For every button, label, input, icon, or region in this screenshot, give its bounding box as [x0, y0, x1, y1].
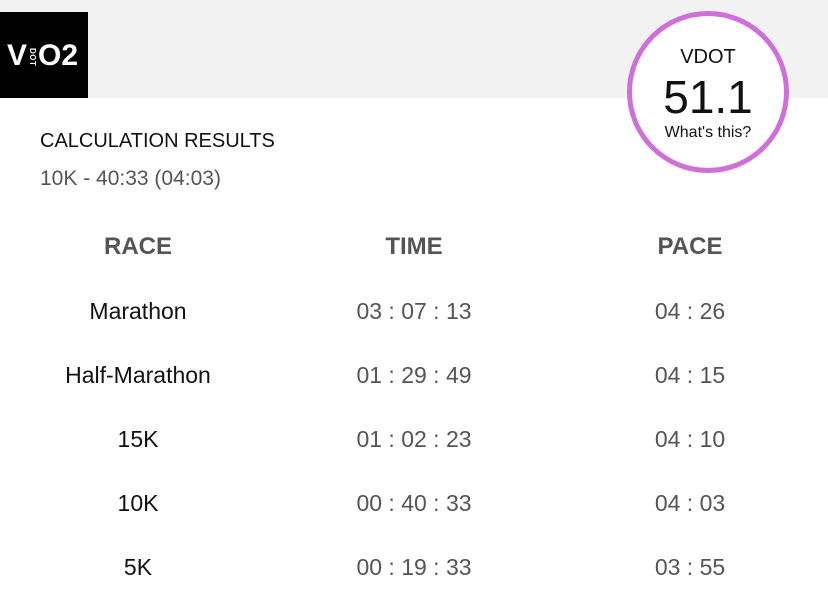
- race-time: 00 : 19 : 33: [356, 554, 472, 580]
- race-name: Marathon: [89, 298, 187, 324]
- vdot-link[interactable]: What's this?: [664, 124, 752, 141]
- logo-dot: DOT: [28, 48, 37, 67]
- race-pace: 04 : 26: [654, 298, 726, 324]
- vdot-badge: VDOT 51.1 What's this?: [627, 11, 789, 173]
- race-pace: 03 : 55: [654, 554, 726, 580]
- race-name: 15K: [117, 426, 159, 452]
- race-name: 5K: [123, 554, 153, 580]
- logo-v: V: [7, 39, 28, 72]
- race-pace: 04 : 15: [654, 362, 726, 388]
- race-pace: 04 : 03: [654, 490, 726, 516]
- race-name: Half-Marathon: [65, 362, 211, 388]
- race-time: 03 : 07 : 13: [356, 298, 472, 324]
- results-title: CALCULATION RESULTS: [40, 130, 275, 152]
- results-subtitle: 10K - 40:33 (04:03): [40, 167, 221, 190]
- vdot-value: 51.1: [663, 71, 753, 123]
- race-time: 01 : 29 : 49: [356, 362, 472, 388]
- race-name: 10K: [117, 490, 159, 516]
- logo-o2: O2: [38, 39, 79, 72]
- column-header: TIME: [385, 233, 443, 260]
- race-pace: 04 : 10: [654, 426, 726, 452]
- vdot-label: VDOT: [680, 46, 736, 68]
- logo[interactable]: V DOT O2: [0, 12, 88, 98]
- race-time: 00 : 40 : 33: [356, 490, 472, 516]
- column-header: PACE: [657, 233, 723, 260]
- race-time: 01 : 02 : 23: [356, 426, 472, 452]
- column-header: RACE: [103, 233, 172, 260]
